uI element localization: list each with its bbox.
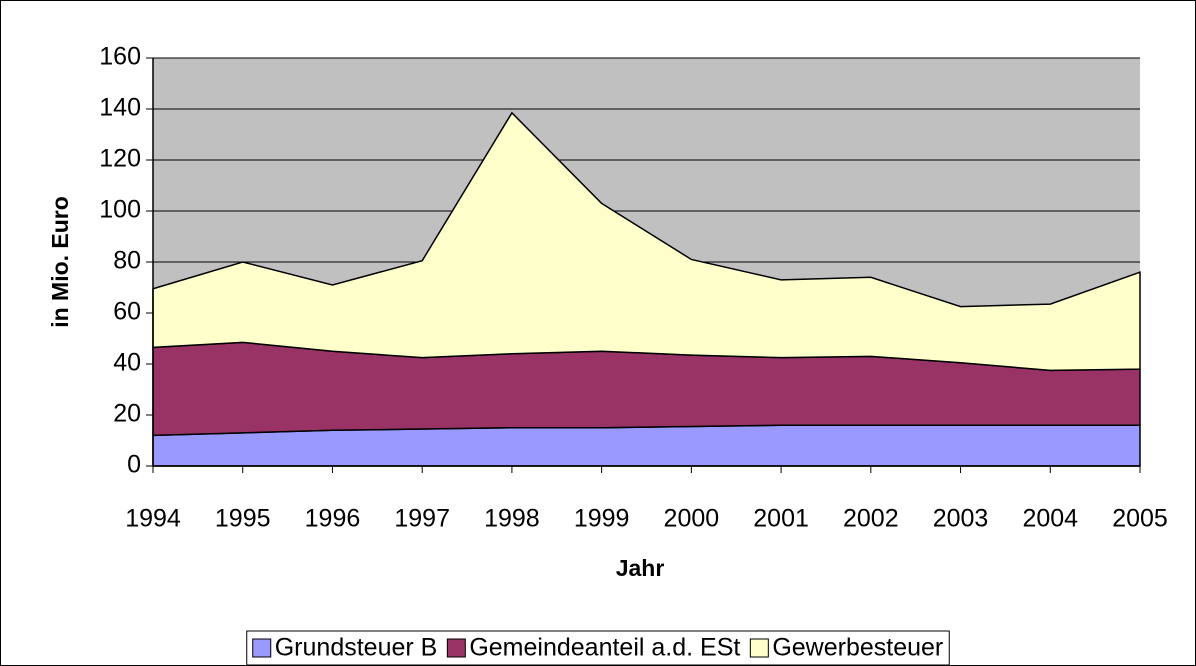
x-tick-label: 2001 (753, 505, 809, 533)
x-tick-label: 1997 (394, 505, 450, 533)
legend-label: Grundsteuer B (275, 634, 438, 662)
x-tick-label: 2002 (843, 505, 899, 533)
legend-swatch (446, 638, 466, 658)
x-tick-label: 1996 (305, 505, 361, 533)
y-tick-label: 40 (113, 349, 141, 377)
y-tick-label: 0 (127, 451, 141, 479)
y-tick-label: 160 (99, 43, 141, 71)
y-tick-label: 20 (113, 400, 141, 428)
y-tick-label: 100 (99, 196, 141, 224)
x-tick-label: 1998 (484, 505, 540, 533)
x-tick-label: 2005 (1112, 505, 1168, 533)
y-tick-label: 120 (99, 145, 141, 173)
y-axis-title: in Mio. Euro (47, 196, 73, 328)
legend-box (246, 630, 950, 666)
legend-swatch (252, 638, 272, 658)
y-tick-label: 80 (113, 247, 141, 275)
x-axis-title: Jahr (616, 555, 665, 581)
x-tick-label: 2000 (664, 505, 720, 533)
x-tick-label: 1995 (215, 505, 271, 533)
y-tick-label: 140 (99, 94, 141, 122)
x-tick-label: 2003 (933, 505, 989, 533)
area (152, 111, 1141, 372)
y-tick-label: 60 (113, 298, 141, 326)
x-tick-label: 2004 (1022, 505, 1078, 533)
x-tick-label: 1999 (574, 505, 630, 533)
legend: Grundsteuer B Gemeindeanteil a.d. ESt Gewe… (246, 630, 950, 666)
legend-label: Gemeindeanteil a.d. ESt (469, 634, 740, 662)
legend-swatch (749, 638, 769, 658)
x-tick-label: 1994 (125, 505, 181, 533)
legend-label: Gewerbesteuer (772, 634, 943, 662)
